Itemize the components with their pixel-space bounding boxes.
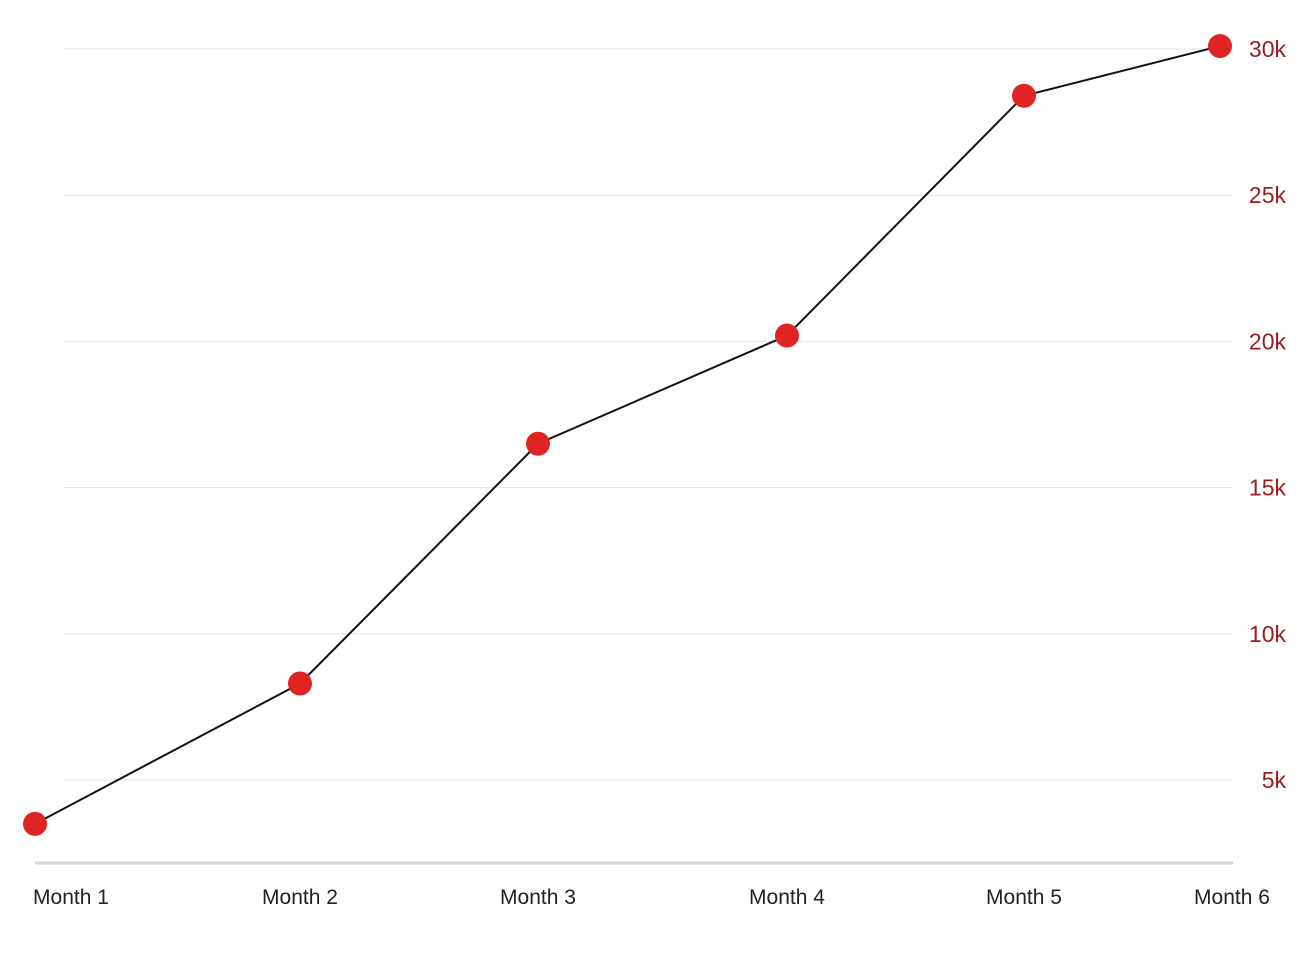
y-tick-label: 15k xyxy=(1249,475,1287,501)
y-tick-label: 20k xyxy=(1249,328,1287,354)
y-tick-label: 25k xyxy=(1249,182,1287,208)
series-line xyxy=(34,45,1221,825)
x-tick-label: Month 1 xyxy=(33,886,109,909)
data-point xyxy=(288,671,312,696)
y-tick-label: 30k xyxy=(1249,36,1287,62)
x-tick-label: Month 6 xyxy=(1194,886,1270,909)
x-tick-label: Month 5 xyxy=(986,886,1062,909)
data-point xyxy=(1012,83,1036,108)
data-point xyxy=(526,431,550,456)
data-point xyxy=(1208,34,1232,59)
data-points xyxy=(23,34,1232,836)
y-tick-label: 5k xyxy=(1262,767,1287,793)
x-tick-label: Month 4 xyxy=(749,886,825,909)
gridlines xyxy=(63,48,1233,781)
x-tick-label: Month 2 xyxy=(262,886,338,909)
x-axis-tick-labels: Month 1 Month 2 Month 3 Month 4 Month 5 Month… xyxy=(33,886,1270,909)
y-tick-label: 10k xyxy=(1249,621,1287,647)
y-axis-tick-labels: 5k 10k 15k 20k 25k 30k xyxy=(1249,36,1287,793)
data-point xyxy=(23,811,47,836)
data-point xyxy=(775,323,799,348)
x-tick-label: Month 3 xyxy=(500,886,576,909)
